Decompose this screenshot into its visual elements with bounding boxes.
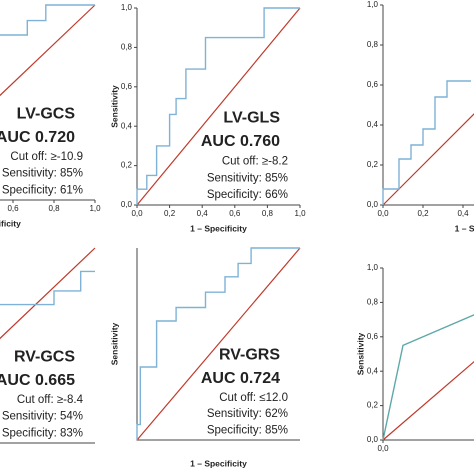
annotation: Cut off: ≥-8.2 (222, 156, 288, 168)
y-tick-label: 0,6 (121, 82, 133, 91)
x-tick-label: 0,8 (262, 209, 274, 218)
y-tick-label: 0,0 (367, 435, 379, 444)
y-axis-label: Sensitivity (109, 85, 119, 128)
x-tick-label: 0,2 (164, 209, 176, 218)
x-tick-label: 0,2 (417, 209, 429, 218)
annotation: Specificity: 61% (2, 184, 83, 196)
reference-line (382, 360, 474, 441)
y-tick-label: 0,0 (367, 200, 379, 209)
x-axis-label: 1 – Specificity (455, 223, 474, 233)
panel-title: AUC 0.760 (201, 133, 280, 150)
x-tick-label: 0,8 (48, 204, 60, 213)
panel-title: LV-GLS (223, 110, 280, 127)
x-axis-label: 1 – Specificity (190, 458, 247, 468)
x-tick-label: 1,0 (294, 209, 306, 218)
annotation: Specificity: 83% (2, 427, 83, 439)
reference-line (136, 247, 301, 441)
annotation: Sensitivity: 54% (2, 411, 83, 423)
annotation: Specificity: 85% (207, 424, 288, 436)
annotation: Sensitivity: 62% (207, 408, 288, 420)
x-tick-label: 0,6 (7, 204, 19, 213)
panel-title: LV-GCS (17, 105, 76, 122)
annotation: Cut off: ≥-8.4 (17, 394, 84, 406)
reference-line (0, 4, 96, 97)
annotation: Sensitivity: 85% (2, 168, 83, 180)
x-axis-label: 1 – Specificity (190, 223, 247, 233)
panel-title: AUC 0.665 (0, 372, 75, 389)
roc-curve (382, 314, 474, 441)
y-tick-label: 0,4 (367, 120, 379, 129)
panel-title: RV-GCS (14, 348, 75, 365)
x-tick-label: 0,0 (377, 209, 389, 218)
y-tick-label: 0,8 (121, 43, 133, 52)
axes (0, 199, 95, 201)
x-tick-label: 0,0 (377, 444, 389, 453)
y-tick-label: 0,2 (367, 160, 379, 169)
y-axis-label: Sensitivity (355, 332, 365, 375)
x-tick-label: 0,4 (197, 209, 209, 218)
panel-title: RV-GRS (219, 347, 280, 364)
y-tick-label: 1,0 (121, 3, 133, 12)
y-axis-label: Sensitivity (109, 322, 119, 365)
roc-curve (382, 80, 471, 205)
axes (382, 268, 474, 441)
reference-line (0, 247, 96, 340)
y-tick-label: 1,0 (367, 0, 379, 9)
y-tick-label: 0,6 (367, 332, 379, 341)
axes (382, 5, 474, 206)
roc-curve (0, 4, 95, 36)
x-tick-label: 1,0 (89, 204, 101, 213)
panel-title: AUC 0.720 (0, 129, 75, 146)
y-tick-label: 0,4 (121, 121, 133, 130)
roc-curve (0, 270, 95, 306)
reference-line (382, 113, 474, 206)
x-tick-label: 0,4 (457, 209, 469, 218)
roc-curve (136, 7, 300, 205)
y-tick-label: 0,0 (121, 200, 133, 209)
annotation: Cut off: ≤12.0 (219, 392, 288, 404)
annotation: Sensitivity: 85% (207, 172, 288, 184)
reference-line (136, 7, 301, 206)
annotation: Cut off: ≥-10.9 (10, 151, 83, 163)
y-tick-label: 0,8 (367, 298, 379, 307)
axes (0, 442, 95, 444)
annotation: Specificity: 66% (207, 189, 288, 201)
x-tick-label: 0,0 (131, 209, 143, 218)
x-tick-label: 0,6 (229, 209, 241, 218)
y-tick-label: 0,4 (367, 366, 379, 375)
panel-title: AUC 0.724 (201, 370, 280, 387)
y-tick-label: 0,8 (367, 40, 379, 49)
roc-curve (136, 247, 300, 440)
y-tick-label: 0,2 (121, 161, 133, 170)
y-tick-label: 0,6 (367, 80, 379, 89)
y-tick-label: 1,0 (367, 263, 379, 272)
x-axis-label: 1 – Specificity (0, 218, 21, 228)
y-tick-label: 0,2 (367, 401, 379, 410)
